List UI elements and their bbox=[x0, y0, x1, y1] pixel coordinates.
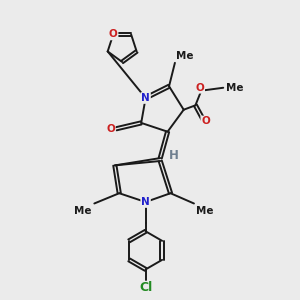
Text: O: O bbox=[195, 83, 204, 93]
Text: H: H bbox=[169, 149, 178, 162]
Text: N: N bbox=[141, 93, 150, 103]
Text: Me: Me bbox=[176, 51, 194, 62]
Text: O: O bbox=[109, 29, 118, 39]
Text: Cl: Cl bbox=[139, 281, 152, 294]
Text: O: O bbox=[201, 116, 210, 126]
Text: O: O bbox=[106, 124, 115, 134]
Text: Me: Me bbox=[226, 83, 243, 93]
Text: Me: Me bbox=[74, 206, 92, 216]
Text: N: N bbox=[141, 197, 150, 207]
Text: Me: Me bbox=[196, 206, 214, 216]
